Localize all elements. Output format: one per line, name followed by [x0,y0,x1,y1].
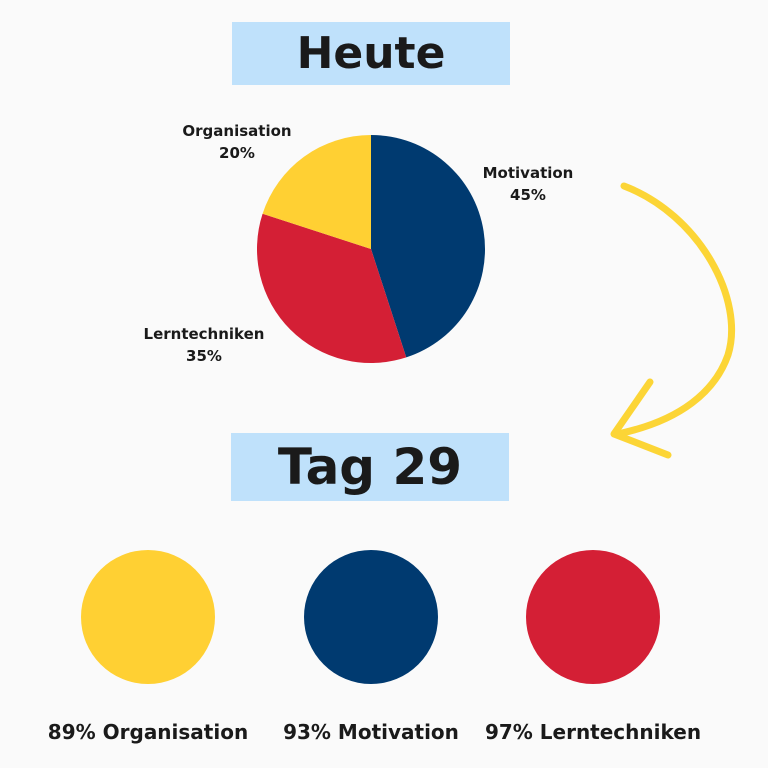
result-label-lerntechniken: 97% Lerntechniken [484,720,702,744]
pie-label-organisation: Organisation 20% [182,120,291,164]
section-banner: Tag 29 [231,433,509,501]
pie-label-value: 20% [219,144,255,162]
pie-slice-lerntechniken [257,213,407,363]
organisation-circle [81,550,215,684]
section-title: Tag 29 [277,438,463,496]
arrow-head-icon [610,378,672,459]
pie-label-motivation: Motivation 45% [483,162,574,206]
pie-label-lerntechniken: Lerntechniken 35% [144,323,265,367]
title-banner: Heute [232,22,510,85]
pie-label-value: 35% [186,347,222,365]
pie-label-name: Organisation [182,122,292,140]
curved-arrow-icon [618,182,736,437]
pie-label-name: Motivation [482,164,574,182]
pie-slice-organisation [262,135,371,249]
pie-label-value: 45% [510,186,546,204]
result-label-organisation: 89% Organisation [47,720,249,744]
result-label-motivation: 93% Motivation [283,720,459,744]
title-text: Heute [296,28,446,79]
lerntechniken-circle [526,550,660,684]
pie-slice-motivation [371,135,486,358]
motivation-circle [304,550,438,684]
pie-label-name: Lerntechniken [143,325,265,343]
